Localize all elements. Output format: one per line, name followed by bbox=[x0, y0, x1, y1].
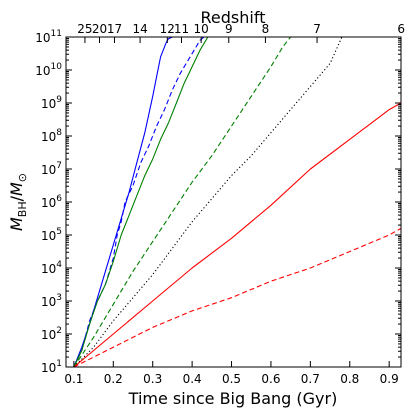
x-axis-label: Time since Big Bang (Gyr) bbox=[128, 389, 338, 408]
x-tick-label-1: 0.2 bbox=[104, 372, 123, 386]
redshift-tick-label-0: 25 bbox=[77, 22, 92, 36]
y-tick-label-exp-6: 7 bbox=[56, 161, 62, 171]
y-tick-label-exp-0: 1 bbox=[56, 359, 62, 369]
x-tick-label-2: 0.3 bbox=[143, 372, 162, 386]
y-axis-label-main-2: M bbox=[7, 182, 26, 196]
y-tick-label-base-1: 10 bbox=[41, 328, 56, 342]
x-tick-label-6: 0.7 bbox=[301, 372, 320, 386]
series-line-3 bbox=[73, 37, 209, 367]
x-ticks-group: 0.1 0.2 0.3 0.4 0.5 0.6 0.7 0.8 0.9 bbox=[64, 361, 399, 386]
redshift-tick-label-2: 17 bbox=[107, 22, 122, 36]
series-line-5 bbox=[73, 37, 343, 367]
y-tick-label-base-4: 10 bbox=[41, 229, 56, 243]
y-tick-label-base-10: 10 bbox=[35, 31, 50, 45]
y-tick-label-5: 106 bbox=[41, 194, 62, 210]
y-axis-label-sub2: ⊙ bbox=[16, 173, 29, 182]
y-tick-label-base-3: 10 bbox=[41, 262, 56, 276]
x-tick-label-5: 0.6 bbox=[261, 372, 280, 386]
x-tick-label-3: 0.4 bbox=[183, 372, 202, 386]
redshift-tick-label-9: 7 bbox=[313, 22, 321, 36]
y-tick-label-base-0: 10 bbox=[41, 361, 56, 375]
plot-frame bbox=[65, 36, 402, 368]
series-line-2 bbox=[73, 37, 205, 367]
y-tick-label-base-8: 10 bbox=[41, 97, 56, 111]
x-tick-label-7: 0.8 bbox=[340, 372, 359, 386]
redshift-tick-label-6: 10 bbox=[194, 22, 209, 36]
series-line-1 bbox=[73, 37, 173, 367]
y-tick-label-base-5: 10 bbox=[41, 196, 56, 210]
y-tick-label-exp-3: 4 bbox=[56, 260, 62, 270]
plot-series-group bbox=[73, 37, 401, 367]
redshift-tick-label-1: 20 bbox=[92, 22, 107, 36]
redshift-tick-label-3: 14 bbox=[132, 22, 147, 36]
y-axis-label-sub1: BH bbox=[16, 201, 29, 217]
y-tick-label-3: 104 bbox=[41, 260, 62, 276]
y-tick-label-9: 1010 bbox=[35, 62, 62, 78]
y-axis-label-sep: / bbox=[7, 195, 26, 201]
x2-axis-label: Redshift bbox=[201, 8, 266, 27]
y-tick-label-exp-2: 3 bbox=[56, 293, 62, 303]
y-tick-label-6: 107 bbox=[41, 161, 62, 177]
y-tick-label-1: 102 bbox=[41, 326, 62, 342]
series-line-6 bbox=[73, 102, 401, 367]
y-tick-label-4: 105 bbox=[41, 227, 62, 243]
y-tick-label-base-6: 10 bbox=[41, 163, 56, 177]
y-tick-label-8: 109 bbox=[41, 95, 62, 111]
y-tick-label-base-7: 10 bbox=[41, 130, 56, 144]
redshift-tick-label-4: 12 bbox=[160, 22, 175, 36]
y-tick-label-7: 108 bbox=[41, 128, 62, 144]
y-tick-label-exp-8: 9 bbox=[56, 95, 62, 105]
y-tick-label-base-2: 10 bbox=[41, 295, 56, 309]
y-tick-label-exp-10: 11 bbox=[51, 29, 62, 39]
y-tick-label-exp-5: 6 bbox=[56, 194, 62, 204]
y-tick-label-10: 1011 bbox=[35, 29, 62, 45]
redshift-tick-label-5: 11 bbox=[174, 22, 189, 36]
x-tick-label-4: 0.5 bbox=[222, 372, 241, 386]
y-tick-label-base-9: 10 bbox=[35, 64, 50, 78]
y-tick-label-exp-4: 5 bbox=[56, 227, 62, 237]
redshift-tick-label-8: 8 bbox=[262, 22, 270, 36]
y-axis-label: MBH/M⊙ bbox=[7, 173, 29, 231]
y-tick-label-2: 103 bbox=[41, 293, 62, 309]
redshift-tick-label-10: 6 bbox=[397, 22, 405, 36]
y-tick-label-exp-7: 8 bbox=[56, 128, 62, 138]
y-tick-label-exp-1: 2 bbox=[56, 326, 62, 336]
redshift-tick-label-7: 9 bbox=[225, 22, 233, 36]
series-line-4 bbox=[73, 37, 292, 367]
x-tick-label-0: 0.1 bbox=[64, 372, 83, 386]
series-line-7 bbox=[73, 227, 401, 367]
y-tick-label-0: 101 bbox=[41, 359, 62, 375]
y-axis-label-main: M bbox=[7, 217, 26, 231]
x-tick-label-8: 0.9 bbox=[380, 372, 399, 386]
y-tick-label-exp-9: 10 bbox=[51, 62, 63, 72]
